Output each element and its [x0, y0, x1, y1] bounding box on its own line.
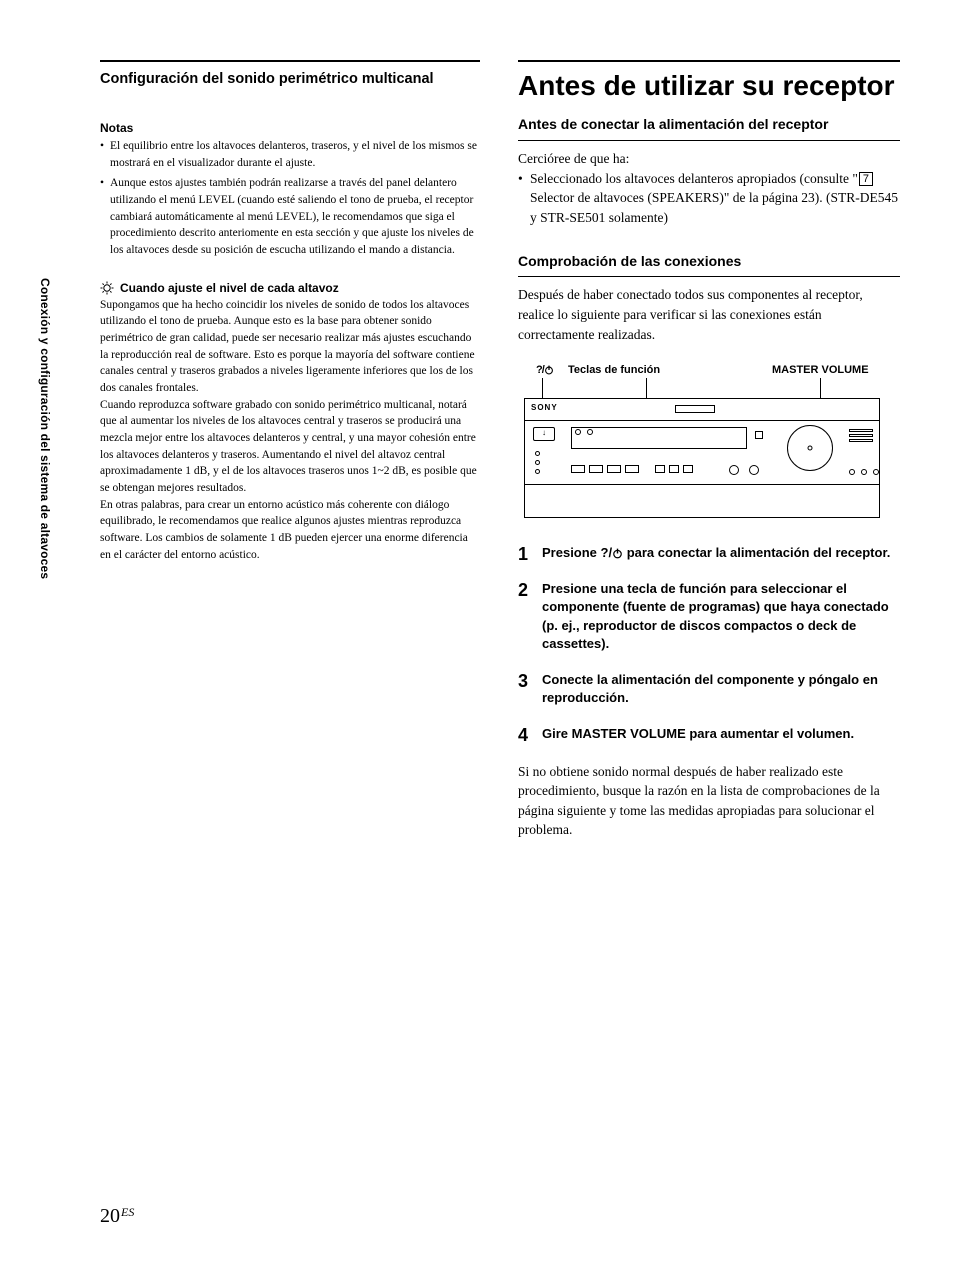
- page-number: 20ES: [100, 1205, 134, 1228]
- right-column: Antes de utilizar su receptor Antes de c…: [518, 60, 900, 840]
- receiver-small-knob-icon: [729, 465, 739, 475]
- step-item: Presione una tecla de función para selec…: [518, 580, 900, 653]
- receiver-dot-icon: [849, 469, 855, 475]
- page-content: Configuración del sonido perimétrico mul…: [100, 60, 900, 840]
- intro-bullet: Seleccionado los altavoces delanteros ap…: [518, 169, 900, 228]
- step-text-pre: Presione ?/: [542, 545, 612, 560]
- step-item: Gire MASTER VOLUME para aumentar el volu…: [518, 725, 900, 743]
- rule: [518, 60, 900, 62]
- intro-lead: Cercióree de que ha:: [518, 149, 900, 169]
- left-column: Configuración del sonido perimétrico mul…: [100, 60, 480, 840]
- steps-list: Presione ?/ para conectar la alimentació…: [518, 544, 900, 744]
- tip-body: Cuando reproduzca software grabado con s…: [100, 397, 480, 497]
- sub2-body: Después de haber conectado todos sus com…: [518, 285, 900, 344]
- receiver-indicator-icon: [849, 429, 873, 444]
- receiver-func-buttons2-icon: [655, 465, 693, 473]
- page-number-value: 20: [100, 1205, 120, 1227]
- tip-title: Cuando ajuste el nivel de cada altavoz: [120, 281, 339, 295]
- receiver-small-knob-icon: [749, 465, 759, 475]
- notes-list: El equilibrio entre los altavoces delant…: [100, 138, 480, 259]
- note-item: Aunque estos ajustes también podrán real…: [100, 175, 480, 258]
- step-text-post: para conectar la alimentación del recept…: [623, 545, 890, 560]
- tip-lightbulb-icon: [100, 281, 114, 295]
- receiver-dot-icon: [873, 469, 879, 475]
- receiver-power-button-icon: ↓: [533, 427, 555, 441]
- tip-body: Supongamos que ha hecho coincidir los ni…: [100, 297, 480, 397]
- intro-bullet-pre: Seleccionado los altavoces delanteros ap…: [530, 171, 858, 186]
- power-icon: [612, 548, 623, 559]
- receiver-func-buttons-icon: [571, 465, 639, 473]
- receiver-volume-knob-icon: [787, 425, 833, 471]
- receiver-square-icon: [755, 431, 763, 439]
- receiver-slot-icon: [675, 405, 715, 413]
- diagram-label-functions: Teclas de función: [568, 364, 772, 376]
- receiver-leftdots-icon: [535, 451, 540, 478]
- main-title: Antes de utilizar su receptor: [518, 70, 900, 101]
- intro-bullet-post: Selector de altavoces (SPEAKERS)" de la …: [530, 190, 898, 225]
- receiver-dot-icon: [861, 469, 867, 475]
- sidebar-section-label: Conexión y configuración del sistema de …: [38, 278, 52, 579]
- closing-paragraph: Si no obtiene sonido normal después de h…: [518, 762, 900, 840]
- diagram-labels: ?/ Teclas de función MASTER VOLUME: [518, 364, 900, 376]
- receiver-illustration: SONY ↓: [524, 398, 880, 518]
- diagram-lead-lines: [536, 378, 892, 398]
- notes-heading: Notas: [100, 121, 480, 135]
- power-icon: [544, 365, 554, 375]
- step-item: Presione ?/ para conectar la alimentació…: [518, 544, 900, 562]
- rule: [100, 60, 480, 62]
- receiver-display-icon: [571, 427, 747, 449]
- receiver-brand-label: SONY: [531, 403, 558, 412]
- intro-list: Seleccionado los altavoces delanteros ap…: [518, 169, 900, 228]
- page-number-lang: ES: [121, 1205, 134, 1219]
- subsection-title: Antes de conectar la alimentación del re…: [518, 115, 900, 141]
- receiver-diagram: ?/ Teclas de función MASTER VOLUME SONY …: [518, 364, 900, 518]
- note-item: El equilibrio entre los altavoces delant…: [100, 138, 480, 171]
- diagram-label-volume: MASTER VOLUME: [772, 364, 892, 376]
- diagram-label-power: ?/: [536, 364, 568, 376]
- tip-body: En otras palabras, para crear un entorno…: [100, 497, 480, 564]
- left-section-title: Configuración del sonido perimétrico mul…: [100, 70, 480, 89]
- boxed-ref-number: 7: [859, 172, 873, 186]
- step-item: Conecte la alimentación del componente y…: [518, 671, 900, 707]
- tip-heading: Cuando ajuste el nivel de cada altavoz: [100, 281, 480, 295]
- subsection-title: Comprobación de las conexiones: [518, 252, 900, 278]
